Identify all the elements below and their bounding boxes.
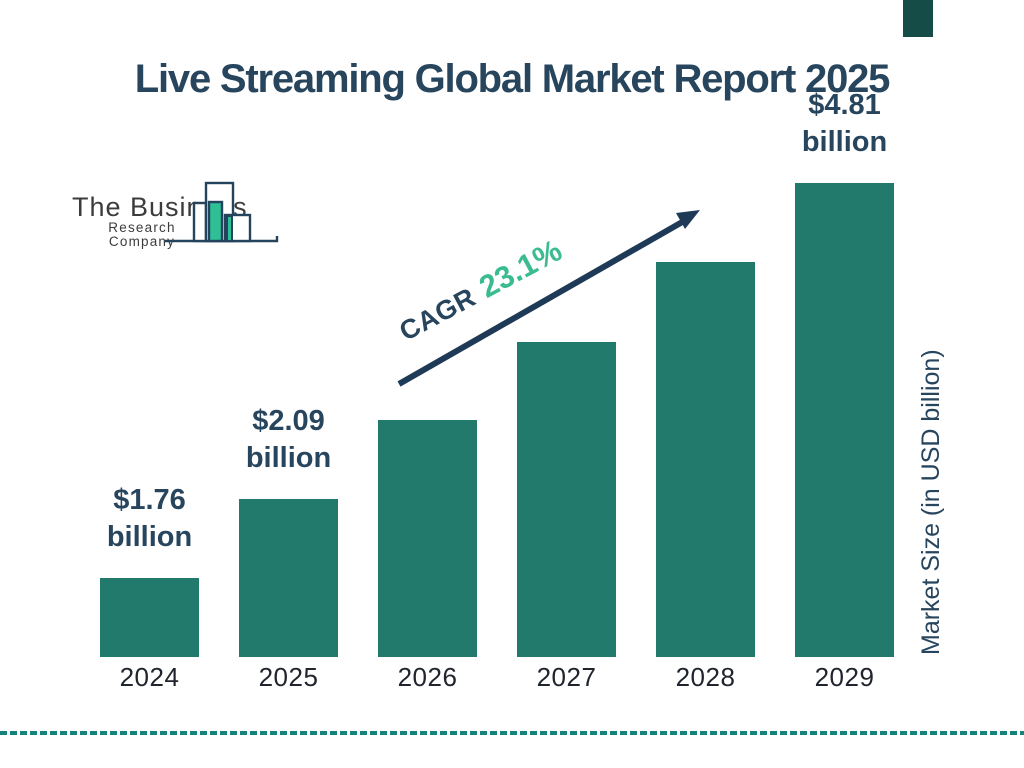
bar-2025 (239, 499, 338, 657)
y-axis-label: Market Size (in USD billion) (917, 349, 945, 656)
year-label-2025: 2025 (258, 662, 319, 692)
year-label-2028: 2028 (675, 662, 736, 692)
bar-group-2026: 2026 (378, 0, 477, 768)
year-label-2024: 2024 (119, 662, 180, 692)
bar-2027 (517, 342, 616, 657)
bar-value-label-2029: $4.81 billion (801, 89, 888, 158)
chart-title: Live Streaming Global Market Report 2025 (134, 56, 891, 101)
bar-group-2029: $4.81 billion 2029 (795, 0, 894, 768)
bottom-dashed-divider (0, 731, 1024, 735)
year-label-2029: 2029 (814, 662, 875, 692)
bar-2024 (100, 578, 199, 657)
bar-group-2028: 2028 (656, 0, 755, 768)
bar-value-label-2025: $2.09 billion (245, 405, 332, 474)
corner-accent-rect (903, 0, 933, 37)
bar-value-label-2024: $1.76 billion (106, 484, 193, 553)
bar-2026 (378, 420, 477, 657)
bar-2029 (795, 183, 894, 657)
logo-bars-icon (165, 181, 279, 243)
year-label-2026: 2026 (397, 662, 458, 692)
logo-text-line2: Research Company (108, 220, 176, 249)
bar-group-2025: $2.09 billion 2025 (239, 0, 338, 768)
bar-group-2024: $1.76 billion 2024 (100, 0, 199, 768)
year-label-2027: 2027 (536, 662, 597, 692)
bar-2028 (656, 262, 755, 657)
bar-group-2027: 2027 (517, 0, 616, 768)
